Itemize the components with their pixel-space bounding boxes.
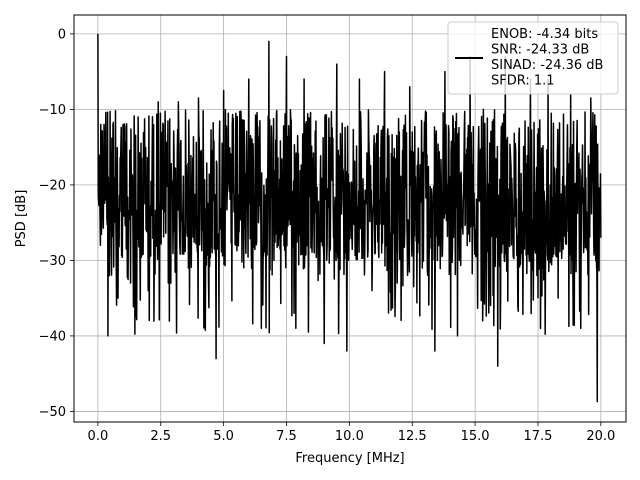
y-tick-label: −40 — [39, 329, 66, 344]
x-tick-label: 2.5 — [150, 429, 171, 444]
legend: ENOB: -4.34 bits SNR: -24.33 dB SINAD: -… — [447, 21, 619, 95]
legend-entry-snr: SNR: -24.33 dB — [491, 43, 589, 58]
y-axis-label: PSD [dB] — [14, 190, 29, 248]
y-axis-ticks: 0 −10 −20 −30 −40 −50 — [39, 27, 74, 420]
x-tick-label: 17.5 — [524, 429, 553, 444]
plot-frame — [73, 14, 627, 423]
x-tick-label: 12.5 — [398, 429, 427, 444]
y-tick-label: −10 — [39, 103, 66, 118]
psd-series-line — [97, 33, 602, 403]
x-axis-ticks: 0.0 2.5 5.0 7.5 10.0 12.5 15.0 17.5 20.0 — [88, 422, 615, 444]
x-tick-label: 5.0 — [213, 429, 234, 444]
series-layer — [97, 33, 602, 403]
x-tick-label: 15.0 — [461, 429, 490, 444]
x-tick-label: 7.5 — [276, 429, 297, 444]
legend-entry-sfdr: SFDR: 1.1 — [491, 74, 555, 89]
x-tick-label: 20.0 — [586, 429, 615, 444]
legend-entry-enob: ENOB: -4.34 bits — [491, 27, 598, 42]
y-tick-label: −20 — [39, 178, 66, 193]
x-axis-label: Frequency [MHz] — [295, 451, 404, 466]
x-tick-label: 10.0 — [335, 429, 364, 444]
legend-entry-sinad: SINAD: -24.36 dB — [491, 58, 603, 73]
y-tick-label: 0 — [58, 27, 66, 42]
x-tick-label: 0.0 — [88, 429, 109, 444]
legend-box — [447, 21, 619, 95]
y-tick-label: −50 — [39, 405, 66, 420]
y-tick-label: −30 — [39, 254, 66, 269]
